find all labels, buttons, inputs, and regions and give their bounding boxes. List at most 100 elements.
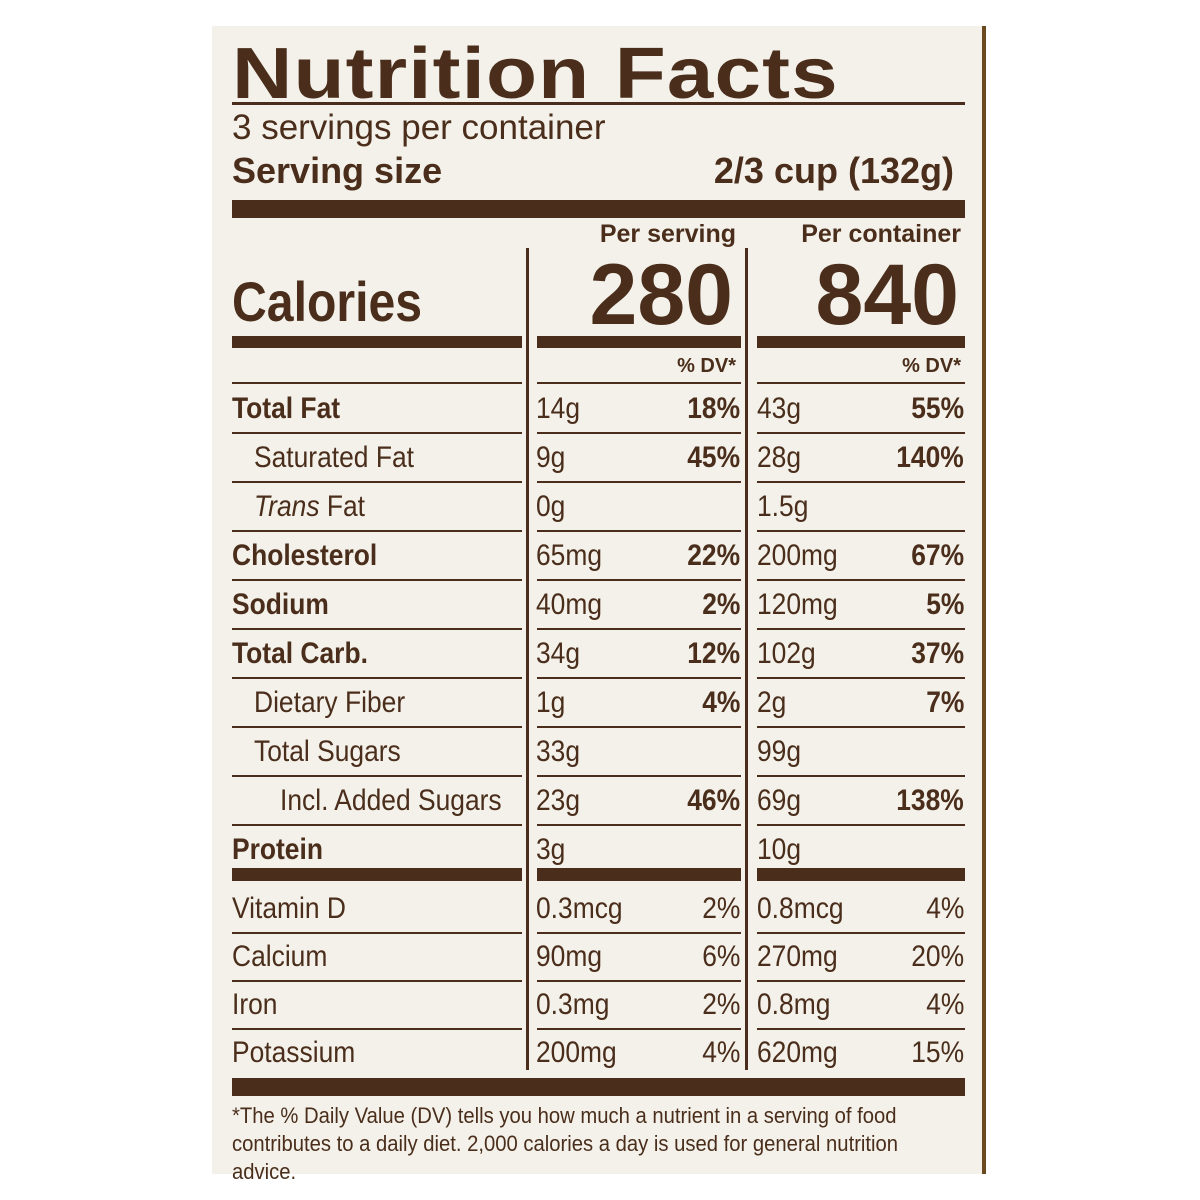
vitamins-serving-amount: 0.3mcg <box>536 892 623 925</box>
vitamins-serving-amount: 90mg <box>536 940 603 973</box>
column-divider-container <box>745 248 748 1070</box>
nutrients-container-amount: 43g <box>757 392 802 425</box>
row-rule-right <box>757 628 965 630</box>
nutrients-name: Protein <box>232 833 323 866</box>
row-rule-right <box>757 677 965 679</box>
nutrients-container-dv: 140% <box>896 441 964 474</box>
row-rule-mid <box>537 932 741 934</box>
row-rule-right <box>757 1028 965 1030</box>
vitamins-divider-mid <box>537 868 741 881</box>
nutrients-serving-amount: 1g <box>536 686 566 719</box>
column-divider-serving <box>526 248 529 1070</box>
vitamins-row: Potassium 200mg 4% 620mg 15% <box>212 1030 986 1078</box>
nutrients-container-amount: 1.5g <box>757 490 809 523</box>
dv-rule-mid <box>537 382 741 384</box>
trans-italic-label: Trans <box>254 490 320 523</box>
nutrients-container-amount: 99g <box>757 735 802 768</box>
nutrients-serving-amount: 3g <box>536 833 566 866</box>
vitamins-name: Calcium <box>232 940 328 973</box>
row-rule-right <box>757 932 965 934</box>
nutrients-serving-amount: 40mg <box>536 588 603 621</box>
nutrients-container-dv: 138% <box>896 784 964 817</box>
vitamins-serving-amount: 200mg <box>536 1036 617 1069</box>
nutrients-serving-amount: 9g <box>536 441 566 474</box>
nutrients-serving-amount: 0g <box>536 490 566 523</box>
nutrients-container-amount: 10g <box>757 833 802 866</box>
row-rule-mid <box>537 980 741 982</box>
nutrients-name: Total Sugars <box>254 735 401 768</box>
row-rule-mid <box>537 432 741 434</box>
row-rule-left <box>232 530 522 532</box>
serving-divider <box>232 200 965 218</box>
row-rule-mid <box>537 579 741 581</box>
nutrients-serving-dv: 45% <box>687 441 740 474</box>
row-rule-right <box>757 579 965 581</box>
calories-per-serving: 280 <box>589 247 734 343</box>
nutrients-container-amount: 102g <box>757 637 816 670</box>
row-rule-left <box>232 932 522 934</box>
row-rule-mid <box>537 824 741 826</box>
vitamins-serving-dv: 2% <box>701 892 740 925</box>
nutrients-name: Total Fat <box>232 392 341 425</box>
nutrients-row: Dietary Fiber 1g 4% 2g 7% <box>212 680 986 728</box>
nutrients-row: Incl. Added Sugars 23g 46% 69g 138% <box>212 778 986 826</box>
row-rule-right <box>757 432 965 434</box>
nutrients-row: Trans Fat 0g 1.5g <box>212 484 986 532</box>
row-rule-right <box>757 726 965 728</box>
nutrients-name: Cholesterol <box>232 539 378 572</box>
dv-header-serving: % DV* <box>677 355 736 377</box>
vitamins-container-amount: 270mg <box>757 940 838 973</box>
vitamins-container-dv: 20% <box>911 940 964 973</box>
row-rule-right <box>757 530 965 532</box>
nutrients-row: Total Sugars 33g 99g <box>212 729 986 777</box>
vitamins-container-amount: 620mg <box>757 1036 838 1069</box>
nutrients-row: Cholesterol 65mg 22% 200mg 67% <box>212 533 986 581</box>
nutrients-row: Total Carb. 34g 12% 102g 37% <box>212 631 986 679</box>
nutrients-name: Saturated Fat <box>254 441 414 474</box>
row-rule-mid <box>537 775 741 777</box>
row-rule-mid <box>537 530 741 532</box>
row-rule-left <box>232 1028 522 1030</box>
vitamins-container-dv: 15% <box>911 1036 964 1069</box>
nutrients-name: Sodium <box>232 588 329 621</box>
vitamins-serving-dv: 2% <box>701 988 740 1021</box>
row-rule-left <box>232 726 522 728</box>
nutrients-container-dv: 55% <box>911 392 964 425</box>
row-rule-left <box>232 980 522 982</box>
vitamins-serving-dv: 4% <box>701 1036 740 1069</box>
vitamins-divider-right <box>757 868 965 881</box>
dv-header-container: % DV* <box>902 355 961 377</box>
nutrients-serving-dv: 46% <box>687 784 740 817</box>
vitamins-name: Iron <box>232 988 278 1021</box>
row-rule-left <box>232 775 522 777</box>
nutrients-container-dv: 5% <box>925 588 964 621</box>
calories-divider-right <box>757 336 965 348</box>
nutrients-serving-amount: 23g <box>536 784 581 817</box>
nutrients-row: Sodium 40mg 2% 120mg 5% <box>212 582 986 630</box>
nutrients-serving-amount: 34g <box>536 637 581 670</box>
nutrients-container-amount: 2g <box>757 686 787 719</box>
per-container-heading: Per container <box>801 220 961 248</box>
vitamins-row: Vitamin D 0.3mcg 2% 0.8mcg 4% <box>212 886 986 934</box>
calories-divider-left <box>232 336 522 348</box>
row-rule-left <box>232 481 522 483</box>
nutrients-container-dv: 67% <box>911 539 964 572</box>
nutrients-container-dv: 37% <box>911 637 964 670</box>
row-rule-left <box>232 628 522 630</box>
row-rule-left <box>232 824 522 826</box>
vitamins-serving-dv: 6% <box>701 940 740 973</box>
nutrients-row: Saturated Fat 9g 45% 28g 140% <box>212 435 986 483</box>
calories-label: Calories <box>232 270 423 333</box>
nutrients-row: Total Fat 14g 18% 43g 55% <box>212 386 986 434</box>
row-rule-right <box>757 980 965 982</box>
dv-rule-left <box>232 382 522 384</box>
row-rule-left <box>232 579 522 581</box>
row-rule-mid <box>537 481 741 483</box>
vitamins-container-amount: 0.8mcg <box>757 892 844 925</box>
vitamins-row: Iron 0.3mg 2% 0.8mg 4% <box>212 982 986 1030</box>
nutrients-serving-dv: 12% <box>687 637 740 670</box>
row-rule-mid <box>537 726 741 728</box>
vitamins-container-amount: 0.8mg <box>757 988 831 1021</box>
row-rule-left <box>232 677 522 679</box>
nutrients-name: Trans Fat <box>254 492 365 522</box>
